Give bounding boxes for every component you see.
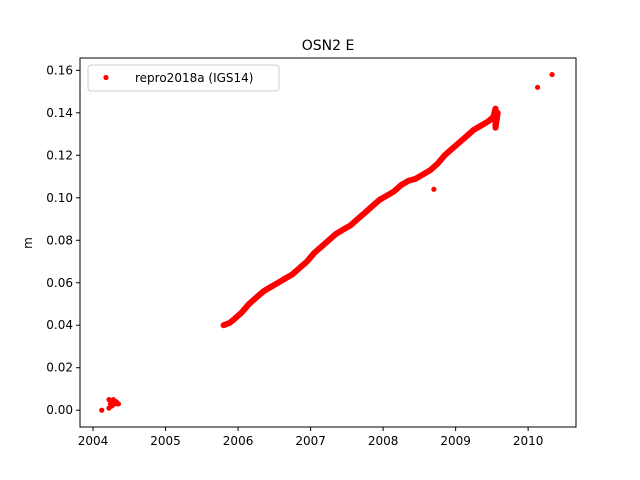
x-tick-label: 2007 [295, 434, 326, 448]
data-point [549, 71, 555, 78]
y-tick-label: 0.14 [46, 106, 73, 120]
legend-marker [103, 74, 109, 81]
x-tick-label: 2010 [513, 434, 544, 448]
data-points [99, 71, 555, 413]
x-tick-label: 2005 [150, 434, 181, 448]
series-trace [220, 105, 501, 329]
y-tick-label: 0.10 [46, 191, 73, 205]
legend-box [87, 64, 280, 92]
x-tick-label: 2009 [440, 434, 471, 448]
y-tick-label: 0.02 [46, 361, 73, 375]
y-tick-label: 0.06 [46, 276, 73, 290]
x-tick-label: 2004 [78, 434, 109, 448]
data-point [99, 407, 105, 413]
data-point [431, 186, 437, 192]
chart-title: OSN2 E [302, 38, 355, 54]
data-point [534, 84, 541, 90]
x-tick-label: 2006 [223, 434, 254, 448]
plot-frame [79, 57, 577, 428]
x-tick-label: 2008 [368, 434, 399, 448]
y-tick-label: 0.04 [46, 318, 73, 332]
y-axis-label: m [21, 237, 35, 249]
x-axis: 2004 2005 2006 2007 2008 2009 2010 [78, 427, 544, 448]
legend: repro2018a (IGS14) [87, 64, 280, 92]
y-tick-label: 0.16 [46, 63, 73, 77]
data-point [106, 396, 112, 403]
y-tick-label: 0.00 [46, 403, 73, 417]
y-tick-label: 0.12 [46, 148, 73, 162]
y-tick-label: 0.08 [46, 233, 73, 247]
data-point [109, 403, 115, 409]
y-axis: 0.00 0.02 0.04 0.06 0.08 0.10 0.12 0.14 0.16 [46, 63, 80, 417]
data-point [115, 401, 121, 407]
legend-label: repro2018a (IGS14) [135, 71, 253, 85]
